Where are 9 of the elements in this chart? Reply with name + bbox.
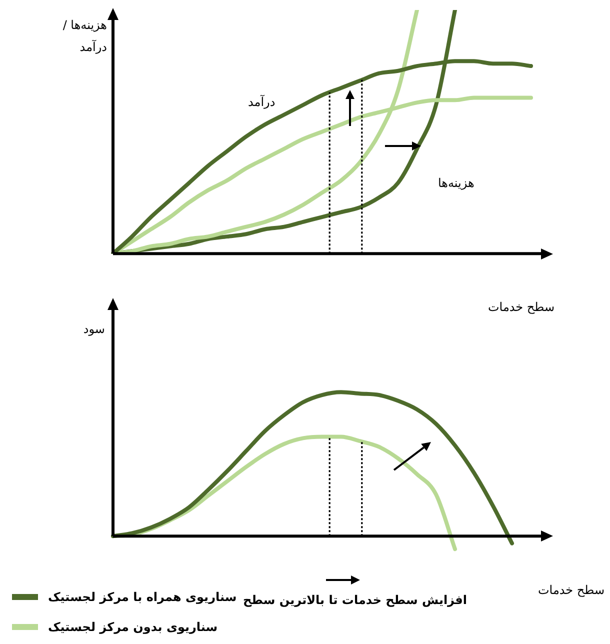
y-axis-title: سود: [82, 321, 105, 338]
y-axis-title: هزینه‌ها / درآمد: [62, 17, 107, 56]
x-axis-title: سطح خدمات: [488, 300, 555, 314]
x-axis-title: سطح خدمات: [538, 583, 605, 597]
annotation: هزینه‌ها: [438, 176, 474, 190]
annotation: درآمد: [248, 95, 276, 109]
legend-label: سناریوی بدون مرکز لجستیک: [48, 620, 218, 634]
legend-label: سناریوی همراه با مرکز لجستیک: [48, 590, 237, 604]
text: افزایش سطح خدمات تا بالاترین سطح: [243, 593, 467, 607]
